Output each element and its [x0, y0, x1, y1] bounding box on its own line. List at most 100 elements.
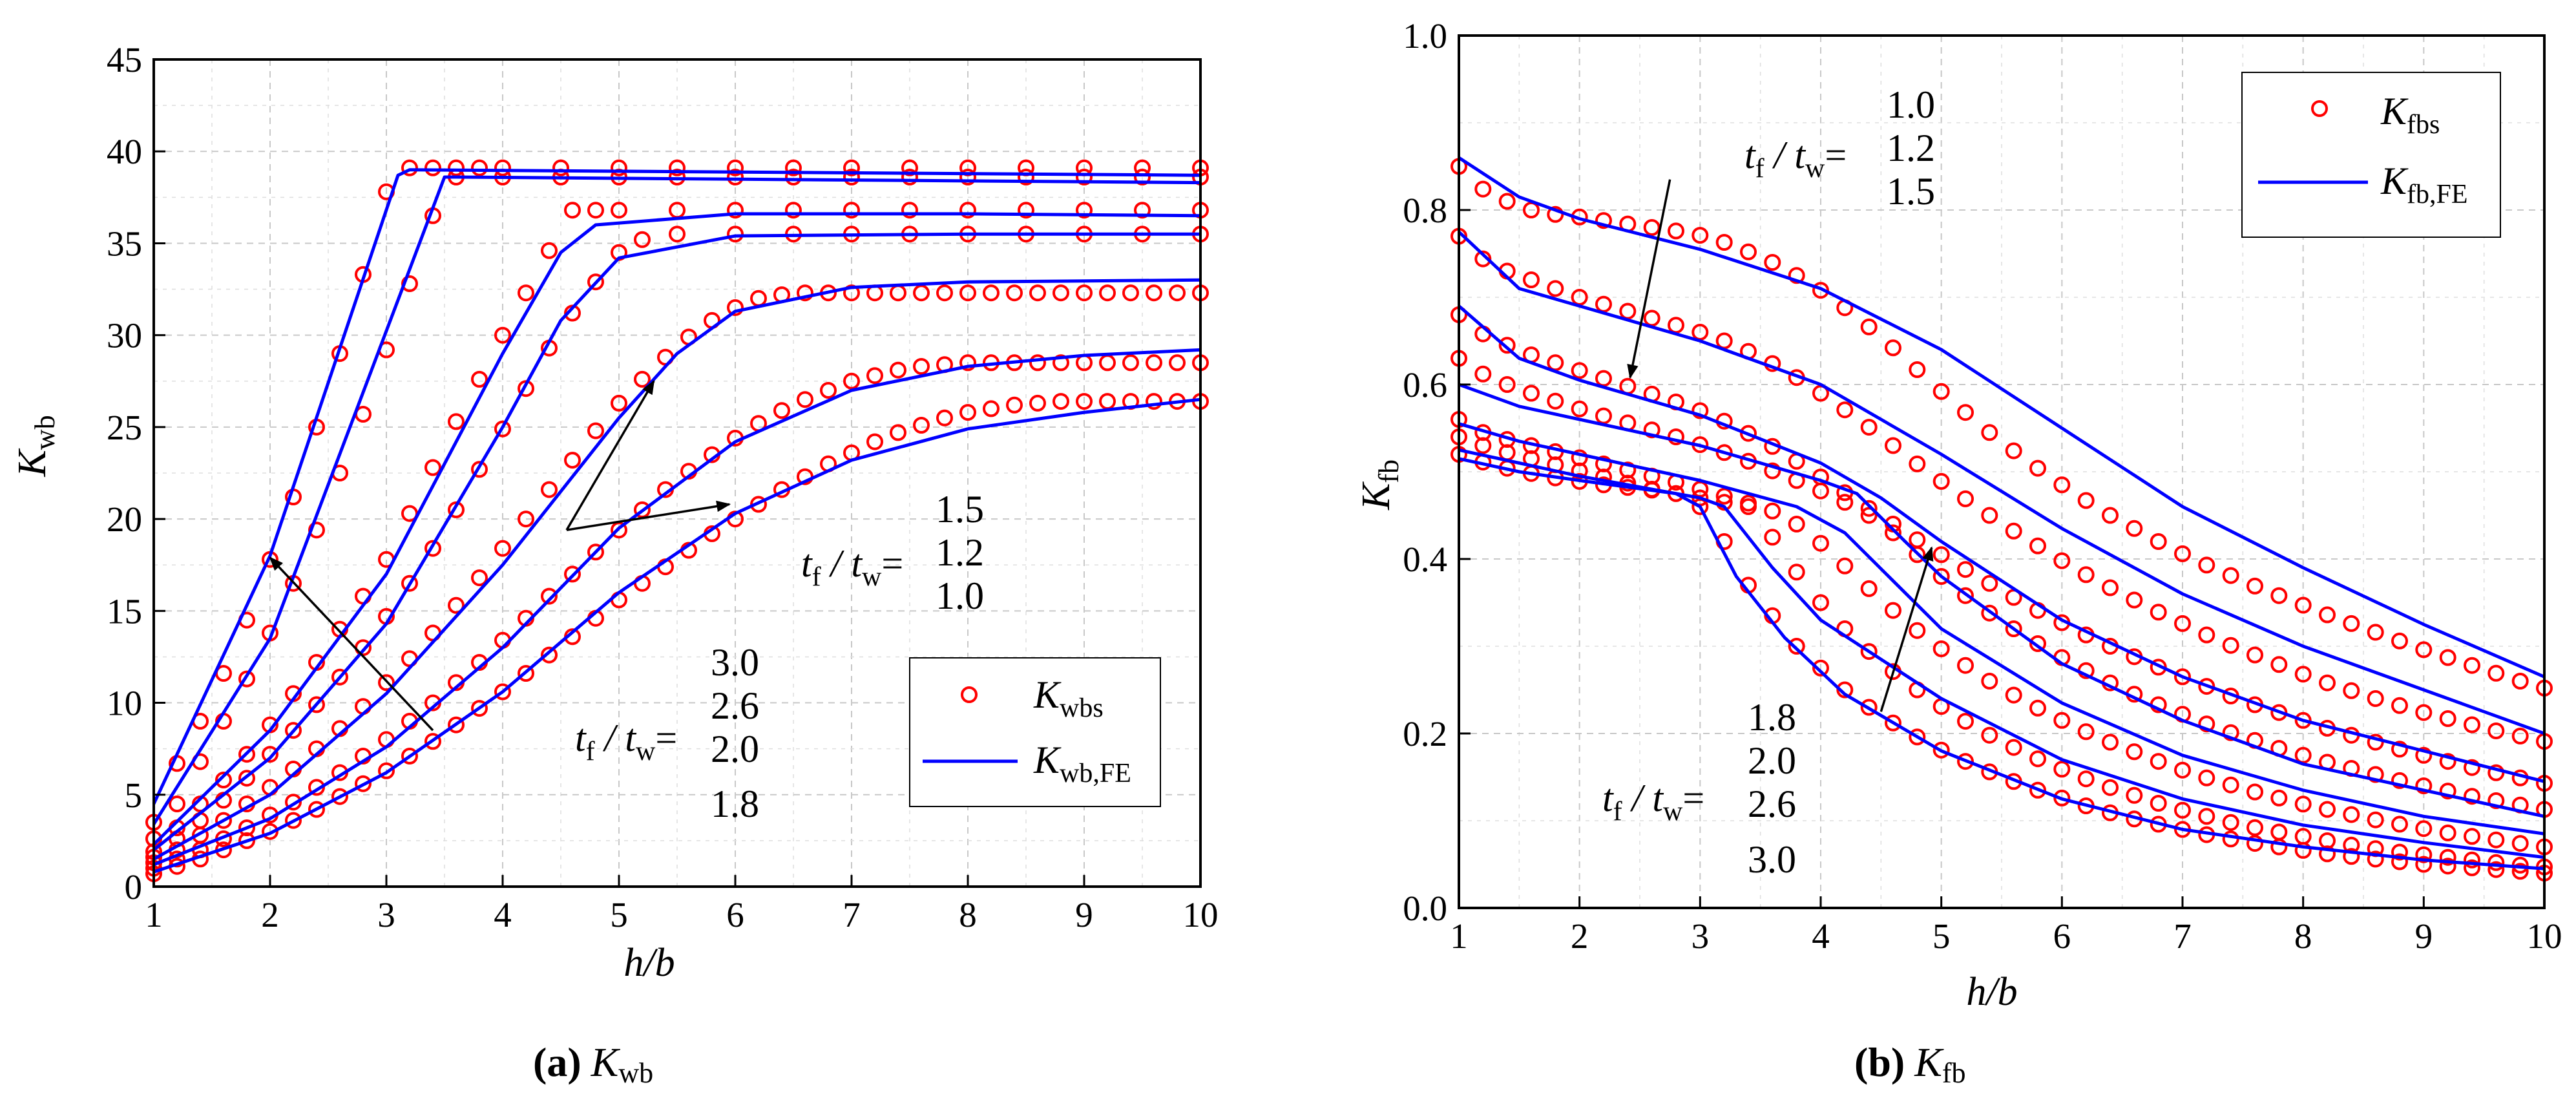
panel-b-ann2-v2: 2.6 [1748, 783, 1796, 825]
panel-b-sim-point [2053, 761, 2071, 778]
panel-b-xtick-label: 4 [1812, 916, 1830, 956]
panel-a-sim-point [913, 358, 930, 375]
panel-b-sim-point [1812, 594, 1829, 611]
panel-b-sim-point [1957, 657, 1974, 674]
panel-a-sim-point [1076, 284, 1093, 302]
panel-b-legend-box [2241, 72, 2501, 238]
panel-b-sim-point [2294, 841, 2312, 859]
panel-a-sim-point [727, 169, 744, 185]
panel-a-sim-point [1146, 393, 1162, 410]
panel-a-legend-1-main: K [1033, 673, 1062, 716]
panel-b-sim-point [1764, 502, 1781, 520]
panel-a-sim-point [471, 461, 488, 478]
panel-a-ann2-v1: 2.6 [711, 684, 759, 727]
panel-b-caption-symbol: K [1914, 1039, 1944, 1085]
panel-b-sim-point [1715, 487, 1733, 505]
panel-a-ann2-psub: f [586, 737, 595, 766]
panel-b-sim-point [1740, 425, 1757, 442]
panel-a-sim-point [1122, 354, 1139, 372]
panel-b-sim-point [2222, 724, 2239, 741]
panel-a-sim-point [669, 226, 686, 243]
panel-a-sim-point [1146, 354, 1162, 372]
panel-b-sim-point [2415, 641, 2433, 659]
panel-a-sim-point [1052, 393, 1069, 410]
panel-b-sim-point [2391, 741, 2408, 758]
panel-b-ytick-label: 0.0 [1403, 889, 1447, 928]
panel-a-sim-point [448, 716, 465, 733]
panel-b-sim-point [2415, 704, 2433, 721]
panel-b-sim-point [2246, 646, 2263, 664]
panel-a-xtick-label: 1 [145, 895, 163, 934]
panel-a-sim-point [518, 511, 534, 528]
panel-b-sim-point [2343, 615, 2360, 632]
panel-b-sim-point [1715, 494, 1733, 511]
panel-b-sim-point [2464, 788, 2480, 805]
panel-b-sim-point [1643, 421, 1660, 439]
svg-text:tf / tw=: tf / tw= [1744, 134, 1847, 184]
panel-a-sim-point [1029, 394, 1046, 412]
panel-a-frame [152, 58, 1202, 888]
panel-b-sim-point [1474, 180, 1492, 198]
panel-b-fe-line-5 [1458, 448, 2545, 859]
panel-a-sim-point [401, 574, 418, 592]
panel-a-sim-point [378, 674, 395, 691]
panel-a-arrow-0 [565, 379, 655, 531]
panel-b-sim-point [2439, 710, 2456, 727]
panel-a-sim-point [843, 169, 860, 185]
panel-b-sim-point [2367, 850, 2384, 868]
panel-b-xtick-label: 10 [2527, 916, 2562, 956]
panel-b-sim-point [2005, 522, 2022, 540]
panel-b-sim-point [1764, 529, 1781, 546]
panel-b-sim-point [2487, 792, 2505, 809]
panel-b-sim-point [2391, 632, 2408, 649]
panel-b-sim-point [1474, 365, 1492, 383]
panel-b-sim-point [2439, 649, 2456, 666]
panel-b-sim-point [2174, 545, 2191, 562]
panel-b-sim-point [2464, 759, 2480, 776]
panel-b-ann1-mid: / t [1764, 134, 1806, 176]
panel-a-sim-point [518, 284, 534, 302]
panel-b-sim-point [1932, 741, 1950, 759]
panel-b-sim-point [2270, 838, 2288, 856]
panel-b-sim-point [1788, 638, 1805, 655]
panel-a-sim-point [494, 159, 511, 176]
panel-b-sim-point [1812, 659, 1829, 677]
panel-a-ann1-psub: f [812, 562, 821, 592]
panel-a-sim-point [913, 417, 930, 434]
panel-b-caption-sub: fb [1942, 1057, 1966, 1089]
svg-text:tf / tw=: tf / tw= [1602, 777, 1704, 827]
panel-b-sim-point [2102, 733, 2119, 751]
panel-b-sim-point [1909, 455, 1926, 472]
panel-b-ytick-label: 0.4 [1403, 540, 1447, 579]
panel-b-sim-point [2246, 835, 2263, 852]
panel-b-sim-point [1498, 337, 1516, 354]
panel-b-sim-point [2198, 556, 2215, 574]
panel-a-sim-point [262, 823, 278, 840]
panel-b-ann2-prefix: t [1602, 777, 1614, 819]
panel-b-sim-point [2439, 824, 2456, 841]
panel-b-sim-point [2029, 459, 2046, 477]
panel-b-sim-point [1498, 193, 1516, 210]
panel-b-sim-point [1571, 362, 1588, 379]
panel-a-sim-point [901, 202, 918, 219]
panel-b-sim-point [2077, 566, 2095, 584]
panel-a-sim-point [1099, 354, 1116, 372]
panel-a-legend-box [909, 657, 1161, 807]
panel-b-sim-point [1860, 699, 1878, 716]
panel-a-sim-point [1006, 284, 1023, 302]
panel-a-sim-point [913, 284, 930, 302]
panel-b-sim-point [1595, 407, 1612, 425]
panel-b-sim-point [2005, 739, 2022, 756]
panel-b-sim-point [1885, 602, 1901, 619]
panel-b-caption: (b) Kfb [1854, 1039, 1966, 1089]
panel-b-sim-point [2270, 587, 2288, 604]
panel-a-annotation-upper: tf / tw= 1.5 1.2 1.0 [801, 488, 984, 617]
panel-b-sim-point [2487, 854, 2505, 871]
panel-a-sim-point [471, 370, 488, 388]
panel-a-annotation-lower: tf / tw= 3.0 2.6 2.0 1.8 [575, 641, 759, 825]
panel-a-sim-point [634, 231, 651, 248]
panel-b-sim-point [2005, 620, 2022, 637]
panel-b-sim-point [2294, 711, 2312, 729]
panel-b-sim-point [2126, 520, 2143, 537]
